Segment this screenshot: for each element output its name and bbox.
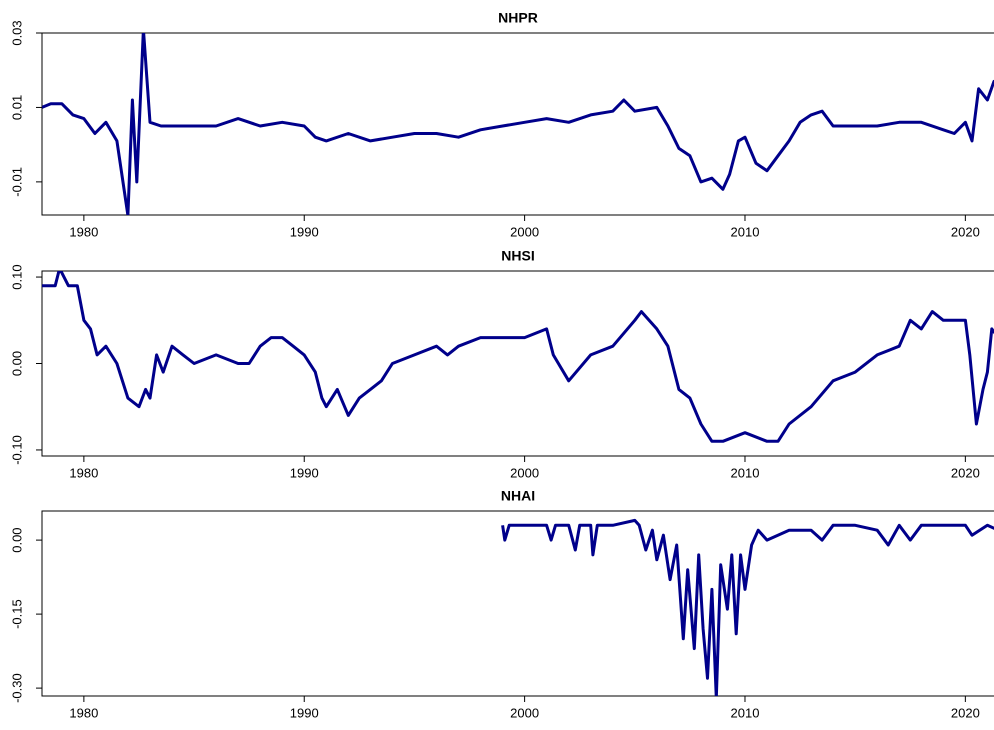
plot-area xyxy=(42,33,994,215)
panel-title: NHAI xyxy=(501,488,535,504)
x-tick-label: 2020 xyxy=(951,224,980,239)
x-tick-label: 1990 xyxy=(290,705,319,720)
x-tick-label: 1980 xyxy=(69,465,98,480)
plot-area xyxy=(501,518,994,696)
x-tick-label: 2000 xyxy=(510,224,539,239)
y-tick-label: -0.01 xyxy=(9,167,24,197)
y-tick-label: 0.10 xyxy=(9,264,24,289)
panel-title: NHPR xyxy=(498,10,538,26)
x-tick-label: 2010 xyxy=(731,705,760,720)
x-tick-label: 2000 xyxy=(510,705,539,720)
panel-box xyxy=(41,270,994,457)
y-tick-label: 0.01 xyxy=(9,95,24,120)
series-line xyxy=(42,33,994,215)
x-tick-label: 2020 xyxy=(951,465,980,480)
panel-title: NHSI xyxy=(501,248,534,264)
panel-box xyxy=(41,32,994,216)
x-tick-label: 1980 xyxy=(69,224,98,239)
x-tick-label: 2010 xyxy=(731,465,760,480)
x-tick-label: 2020 xyxy=(951,705,980,720)
x-tick-label: 1990 xyxy=(290,465,319,480)
x-tick-label: 1980 xyxy=(69,705,98,720)
plot-area xyxy=(42,271,994,443)
series-line xyxy=(501,518,994,696)
y-tick-label: 0.00 xyxy=(9,351,24,376)
y-tick-label: -0.15 xyxy=(9,599,24,629)
y-tick-label: 0.03 xyxy=(9,20,24,45)
x-tick-label: 2010 xyxy=(731,224,760,239)
y-tick-label: 0.00 xyxy=(9,527,24,552)
panel-box xyxy=(41,510,994,697)
x-tick-label: 2000 xyxy=(510,465,539,480)
x-tick-label: 1990 xyxy=(290,224,319,239)
y-tick-label: -0.30 xyxy=(9,673,24,703)
series-line xyxy=(42,271,994,443)
y-tick-label: -0.10 xyxy=(9,435,24,465)
